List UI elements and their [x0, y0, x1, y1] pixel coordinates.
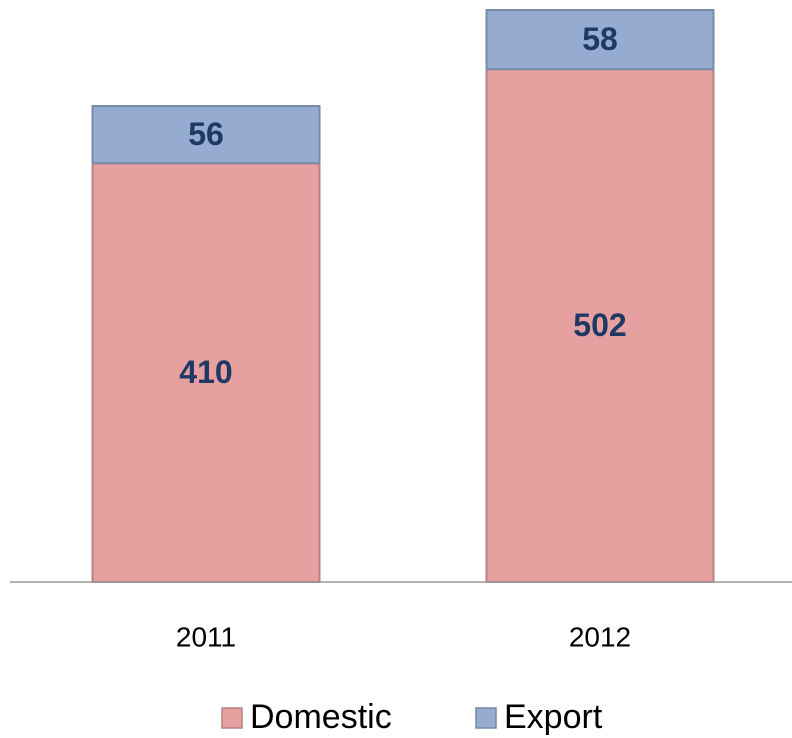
legend-swatch: [221, 707, 243, 729]
data-label: 502: [573, 307, 626, 343]
data-label: 58: [582, 21, 618, 57]
bar-segment: [91, 162, 321, 583]
bar-segment: [91, 105, 321, 165]
data-label: 410: [179, 354, 232, 390]
legend-label: Export: [504, 698, 603, 736]
x-tick-label: 2011: [176, 621, 236, 652]
legend-swatch: [475, 707, 497, 729]
legend-label: Domestic: [250, 698, 392, 736]
data-label: 56: [188, 116, 224, 152]
bar-segment: [485, 9, 715, 71]
x-tick-label: 2012: [569, 621, 631, 652]
